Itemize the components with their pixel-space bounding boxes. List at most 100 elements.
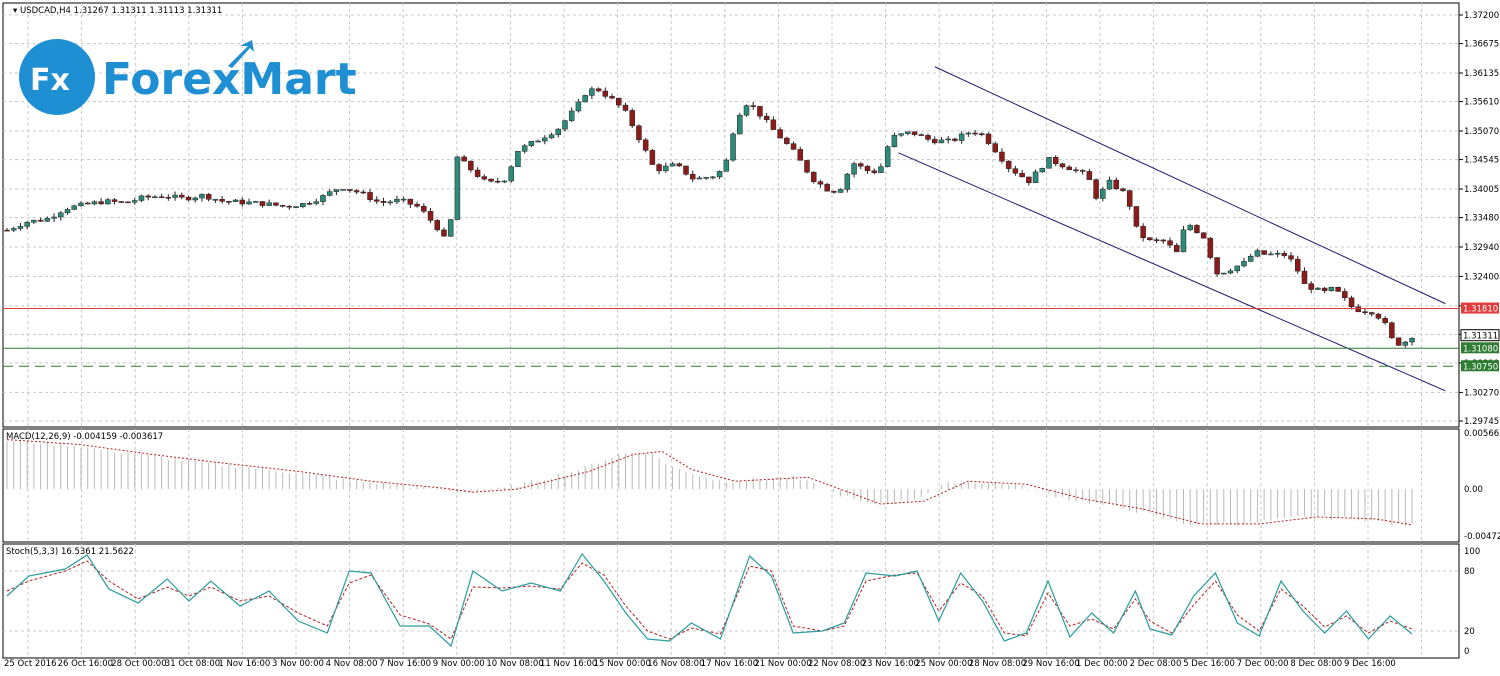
candle-body [1221, 272, 1227, 275]
candle-body [84, 202, 91, 205]
candle-body [286, 205, 293, 208]
candle-body [31, 219, 37, 223]
candle-body [1241, 261, 1247, 267]
x-tick-label: 2 Dec 08:00 [1130, 659, 1182, 669]
candle-body [300, 203, 306, 207]
candle-body [548, 134, 555, 139]
candle-body [763, 115, 770, 121]
candle-body [925, 135, 931, 140]
candle-body [1126, 190, 1133, 207]
candle-body [777, 129, 783, 139]
price-tag-box [1461, 302, 1499, 314]
candle-body [696, 177, 703, 180]
candle-body [1039, 168, 1046, 173]
pane-frame [2, 543, 1460, 659]
candle-body [246, 201, 252, 205]
candle-body [1409, 337, 1415, 343]
candle-body [730, 133, 736, 161]
candle-body [1066, 166, 1072, 171]
candle-body [212, 199, 219, 201]
candle-body [326, 191, 333, 196]
candle-body [1194, 225, 1200, 234]
candle-body [78, 202, 84, 207]
y-tick-label: 1.29745 [1464, 417, 1499, 427]
y-tick-label: 1.32940 [1464, 243, 1499, 253]
stoch-y-label: 100 [1464, 547, 1480, 557]
candle-body [474, 169, 481, 177]
candle-body [589, 88, 595, 96]
candle-body [353, 190, 360, 193]
candle-body [918, 134, 925, 136]
candle-body [454, 156, 461, 220]
candle-body [347, 189, 353, 191]
candle-body [958, 133, 965, 141]
candle-body [784, 137, 790, 144]
candle-body [1106, 179, 1113, 190]
candle-body [1368, 312, 1375, 315]
candle-body [1342, 291, 1348, 299]
candle-body [192, 197, 198, 201]
candle-body [185, 196, 192, 201]
candle-body [905, 131, 911, 134]
candle-body [1321, 287, 1328, 291]
candle-body [622, 104, 629, 111]
candle-body [1395, 337, 1402, 346]
candle-body [837, 189, 844, 193]
candle-body [1100, 188, 1106, 199]
x-tick-label: 11 Nov 16:00 [540, 659, 597, 669]
candle-body [313, 201, 319, 204]
candle-body [797, 149, 804, 161]
candle-body [373, 199, 380, 202]
price-tag-box [1461, 360, 1499, 372]
candle-body [609, 96, 615, 99]
candle-body [642, 139, 649, 151]
candle-body [501, 180, 508, 183]
candle-body [1362, 311, 1368, 313]
macd-histogram [6, 440, 1413, 526]
x-tick-label: 28 Nov 08:00 [969, 659, 1026, 669]
price-tag-label: 1.31311 [1463, 332, 1498, 342]
candle-body [878, 166, 884, 173]
candle-body [710, 176, 716, 179]
y-tick-label: 1.35070 [1464, 127, 1499, 137]
candle-body [427, 211, 434, 221]
candle-body [656, 164, 662, 172]
candle-body [1046, 157, 1052, 169]
candles [4, 86, 1415, 348]
candle-body [743, 105, 750, 116]
candle-body [555, 128, 562, 136]
candle-body [831, 190, 837, 193]
y-tick-label: 1.37200 [1464, 11, 1499, 21]
candle-body [508, 166, 514, 182]
candle-body [131, 200, 138, 203]
candle-body [4, 229, 10, 232]
candle-body [232, 199, 239, 202]
candle-body [703, 177, 709, 179]
candle-body [1167, 240, 1173, 246]
candle-body [367, 192, 373, 200]
x-tick-label: 10 Nov 08:00 [486, 659, 543, 669]
candle-body [636, 125, 642, 141]
candle-body [44, 218, 51, 222]
candle-body [1207, 237, 1214, 258]
x-tick-label: 3 Nov 00:00 [272, 659, 324, 669]
x-tick-label: 5 Dec 16:00 [1183, 659, 1235, 669]
candle-body [441, 229, 447, 237]
candle-body [1093, 179, 1099, 199]
candle-body [858, 163, 864, 167]
candle-body [616, 97, 622, 106]
candle-body [239, 199, 246, 205]
x-tick-label: 7 Nov 16:00 [379, 659, 431, 669]
candle-body [1375, 313, 1382, 319]
candle-body [333, 189, 340, 192]
candle-body [461, 156, 467, 162]
macd-y-label: 0.005663 [1464, 429, 1500, 439]
candle-body [172, 194, 178, 198]
x-tick-label: 31 Oct 08:00 [165, 659, 220, 669]
candle-body [125, 201, 131, 204]
candle-body [152, 196, 158, 199]
x-tick-label: 26 Oct 16:00 [58, 659, 113, 669]
candle-body [279, 205, 286, 207]
candle-body [1153, 239, 1160, 241]
